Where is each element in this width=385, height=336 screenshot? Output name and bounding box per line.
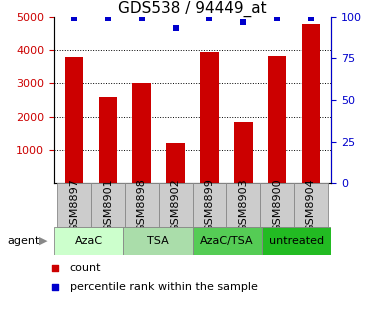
- Bar: [54, 227, 123, 255]
- Bar: [123, 227, 192, 255]
- Bar: [192, 183, 226, 227]
- Text: GSM8897: GSM8897: [69, 178, 79, 232]
- Bar: [262, 227, 331, 255]
- Bar: [200, 52, 219, 183]
- Text: GSM8900: GSM8900: [272, 178, 282, 232]
- Point: [274, 16, 280, 21]
- Text: percentile rank within the sample: percentile rank within the sample: [70, 282, 258, 292]
- Bar: [166, 143, 185, 183]
- Point: [308, 16, 314, 21]
- Text: AzaC/TSA: AzaC/TSA: [200, 236, 254, 246]
- Bar: [125, 183, 159, 227]
- Text: agent: agent: [8, 236, 40, 246]
- Bar: [65, 57, 84, 183]
- Bar: [260, 183, 294, 227]
- Point: [240, 19, 246, 25]
- Point: [71, 16, 77, 21]
- Text: GSM8899: GSM8899: [204, 178, 214, 232]
- Point: [105, 16, 111, 21]
- Point: [269, 163, 275, 169]
- Point: [172, 26, 179, 31]
- Bar: [192, 227, 262, 255]
- Bar: [132, 83, 151, 183]
- Bar: [234, 122, 253, 183]
- Text: GSM8898: GSM8898: [137, 178, 147, 232]
- Bar: [301, 24, 320, 183]
- Bar: [294, 183, 328, 227]
- Bar: [226, 183, 260, 227]
- Text: ▶: ▶: [38, 236, 47, 246]
- Bar: [91, 183, 125, 227]
- Point: [206, 16, 213, 21]
- Bar: [268, 56, 286, 183]
- Bar: [99, 97, 117, 183]
- Bar: [57, 183, 91, 227]
- Text: AzaC: AzaC: [74, 236, 103, 246]
- Bar: [159, 183, 192, 227]
- Text: GSM8902: GSM8902: [171, 178, 181, 232]
- Text: GSM8901: GSM8901: [103, 178, 113, 232]
- Text: untreated: untreated: [269, 236, 324, 246]
- Text: TSA: TSA: [147, 236, 169, 246]
- Title: GDS538 / 94449_at: GDS538 / 94449_at: [118, 1, 267, 17]
- Text: GSM8904: GSM8904: [306, 178, 316, 232]
- Text: GSM8903: GSM8903: [238, 178, 248, 232]
- Point: [139, 16, 145, 21]
- Text: count: count: [70, 263, 101, 272]
